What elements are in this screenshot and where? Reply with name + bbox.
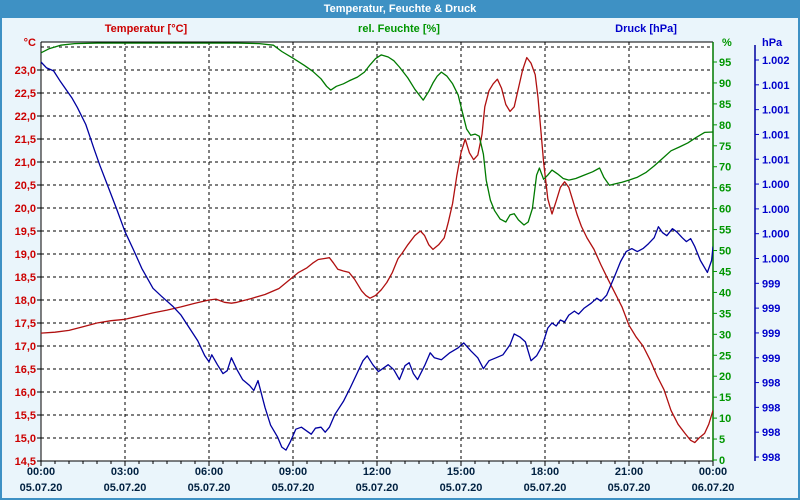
time-tick-label: 12:00 (363, 466, 391, 478)
date-tick-label: 06.07.20 (692, 482, 735, 494)
humidity-tick-label: 15 (719, 392, 731, 404)
humidity-tick-label: 70 (719, 162, 731, 174)
window-titlebar[interactable]: Temperatur, Feuchte & Druck (0, 0, 800, 18)
pressure-tick-label: 1.000 (762, 204, 790, 216)
pressure-tick-label: 999 (762, 328, 780, 340)
pressure-tick-label: 998 (762, 402, 780, 414)
humidity-tick-label: 5 (719, 434, 725, 446)
temp-tick-label: 23,0 (15, 65, 36, 77)
date-tick-label: 05.07.20 (272, 482, 315, 494)
temp-tick-label: 15,5 (15, 410, 36, 422)
temp-tick-label: 22,5 (15, 88, 36, 100)
pressure-tick-label: 1.001 (762, 105, 790, 117)
humidity-tick-label: 40 (719, 287, 731, 299)
temp-tick-label: 22,0 (15, 111, 36, 123)
humidity-tick-label: 0 (719, 455, 725, 467)
time-tick-label: 00:00 (27, 466, 55, 478)
date-tick-label: 05.07.20 (608, 482, 651, 494)
temp-tick-label: 20,5 (15, 180, 36, 192)
temp-tick-label: 21,0 (15, 157, 36, 169)
date-tick-label: 05.07.20 (524, 482, 567, 494)
pressure-tick-label: 1.001 (762, 80, 790, 92)
pressure-tick-label: 998 (762, 452, 780, 464)
temp-tick-label: 14,5 (15, 456, 36, 468)
temp-tick-label: 19,5 (15, 226, 36, 238)
time-tick-label: 00:00 (699, 466, 727, 478)
temperature-series-line (41, 56, 713, 444)
pressure-tick-label: 998 (762, 427, 780, 439)
temp-axis-unit: °C (24, 37, 36, 49)
pressure-tick-label: 998 (762, 378, 780, 390)
date-tick-label: 05.07.20 (188, 482, 231, 494)
date-tick-label: 05.07.20 (20, 482, 63, 494)
temp-tick-label: 20,0 (15, 203, 36, 215)
time-tick-label: 15:00 (447, 466, 475, 478)
legend-pressure-label: Druck [hPa] (615, 23, 677, 35)
temp-tick-label: 15,0 (15, 433, 36, 445)
legend-temperature-label: Temperatur [°C] (104, 23, 188, 35)
time-tick-label: 21:00 (615, 466, 643, 478)
humidity-tick-label: 60 (719, 204, 731, 216)
pressure-tick-label: 999 (762, 353, 780, 365)
legend-humidity-label: rel. Feuchte [%] (358, 23, 440, 35)
pressure-tick-label: 1.002 (762, 55, 790, 67)
temp-tick-label: 21,5 (15, 134, 36, 146)
humidity-tick-label: 30 (719, 329, 731, 341)
humidity-tick-label: 65 (719, 183, 731, 195)
temp-tick-label: 18,5 (15, 272, 36, 284)
pressure-axis-unit: hPa (762, 37, 783, 49)
pressure-series-line (41, 61, 713, 451)
window-title: Temperatur, Feuchte & Druck (323, 3, 477, 15)
temp-tick-label: 16,5 (15, 364, 36, 376)
pressure-tick-label: 1.000 (762, 229, 790, 241)
humidity-tick-label: 75 (719, 141, 731, 153)
humidity-tick-label: 35 (719, 308, 731, 320)
pressure-tick-label: 1.000 (762, 254, 790, 266)
pressure-tick-label: 999 (762, 303, 780, 315)
pressure-tick-label: 999 (762, 278, 780, 290)
humidity-tick-label: 80 (719, 120, 731, 132)
humidity-tick-label: 25 (719, 350, 731, 362)
humidity-tick-label: 90 (719, 78, 731, 90)
temp-tick-label: 19,0 (15, 249, 36, 261)
time-tick-label: 18:00 (531, 466, 559, 478)
pressure-tick-label: 1.000 (762, 179, 790, 191)
pressure-tick-label: 1.001 (762, 154, 790, 166)
humidity-tick-label: 50 (719, 246, 731, 258)
time-tick-label: 06:00 (195, 466, 223, 478)
humidity-tick-label: 55 (719, 225, 731, 237)
time-tick-label: 03:00 (111, 466, 139, 478)
humidity-tick-label: 20 (719, 371, 731, 383)
humidity-axis-unit: % (722, 37, 732, 49)
temp-tick-label: 17,5 (15, 318, 36, 330)
date-tick-label: 05.07.20 (356, 482, 399, 494)
humidity-tick-label: 85 (719, 99, 731, 111)
humidity-tick-label: 45 (719, 266, 731, 278)
humidity-series-line (41, 42, 713, 226)
date-tick-label: 05.07.20 (440, 482, 483, 494)
humidity-tick-label: 95 (719, 57, 731, 69)
time-tick-label: 09:00 (279, 466, 307, 478)
date-tick-label: 05.07.20 (104, 482, 147, 494)
pressure-tick-label: 1.001 (762, 129, 790, 141)
temp-tick-label: 16,0 (15, 387, 36, 399)
temp-tick-label: 18,0 (15, 295, 36, 307)
temp-tick-label: 17,0 (15, 341, 36, 353)
humidity-tick-label: 10 (719, 413, 731, 425)
